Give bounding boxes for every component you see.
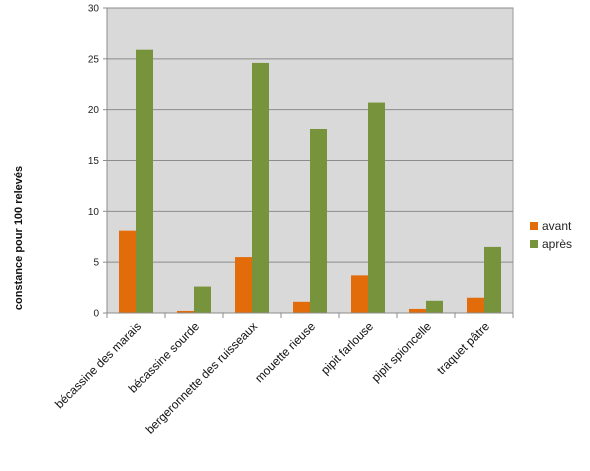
legend-swatch-après <box>530 240 538 248</box>
x-tick-label: bergeronnette des ruisseaux <box>143 319 260 436</box>
bar-après-0 <box>136 49 153 313</box>
bar-après-2 <box>252 62 269 314</box>
y-tick-label: 25 <box>88 54 100 65</box>
y-tick-label: 30 <box>88 4 100 15</box>
bar-après-4 <box>368 102 385 313</box>
bar-avant-5 <box>409 308 426 313</box>
bars <box>119 49 501 314</box>
y-tick-label: 20 <box>88 105 100 116</box>
x-tick-label: pipit farlouse <box>318 319 376 377</box>
bar-après-6 <box>484 246 501 313</box>
bar-après-1 <box>194 286 211 313</box>
bar-après-5 <box>426 300 443 313</box>
y-tick-labels: 0 5 10 15 20 25 30 <box>88 4 100 320</box>
bar-avant-2 <box>235 257 252 313</box>
bar-avant-1 <box>177 310 194 313</box>
bar-avant-3 <box>293 301 310 313</box>
legend-label-après: après <box>542 237 572 251</box>
y-tick-label: 0 <box>93 309 99 320</box>
bar-avant-0 <box>119 230 136 313</box>
legend-label-avant: avant <box>542 219 572 233</box>
x-tick-label: pipit spioncelle <box>369 319 435 385</box>
x-tick-label: bécassine des marais <box>52 319 144 411</box>
legend-swatch-avant <box>530 222 538 230</box>
y-tick-label: 10 <box>88 207 100 218</box>
y-axis-label: constance pour 100 relevés <box>13 166 25 310</box>
bar-avant-6 <box>467 297 484 313</box>
bar-avant-4 <box>351 275 368 313</box>
y-tick-label: 15 <box>88 156 100 167</box>
legend: avant après <box>530 219 572 251</box>
y-tick-label: 5 <box>93 258 99 269</box>
x-tick-label: mouette rieuse <box>252 319 318 385</box>
bar-après-3 <box>310 128 327 313</box>
x-tick-label: traquet pâtre <box>434 319 492 377</box>
